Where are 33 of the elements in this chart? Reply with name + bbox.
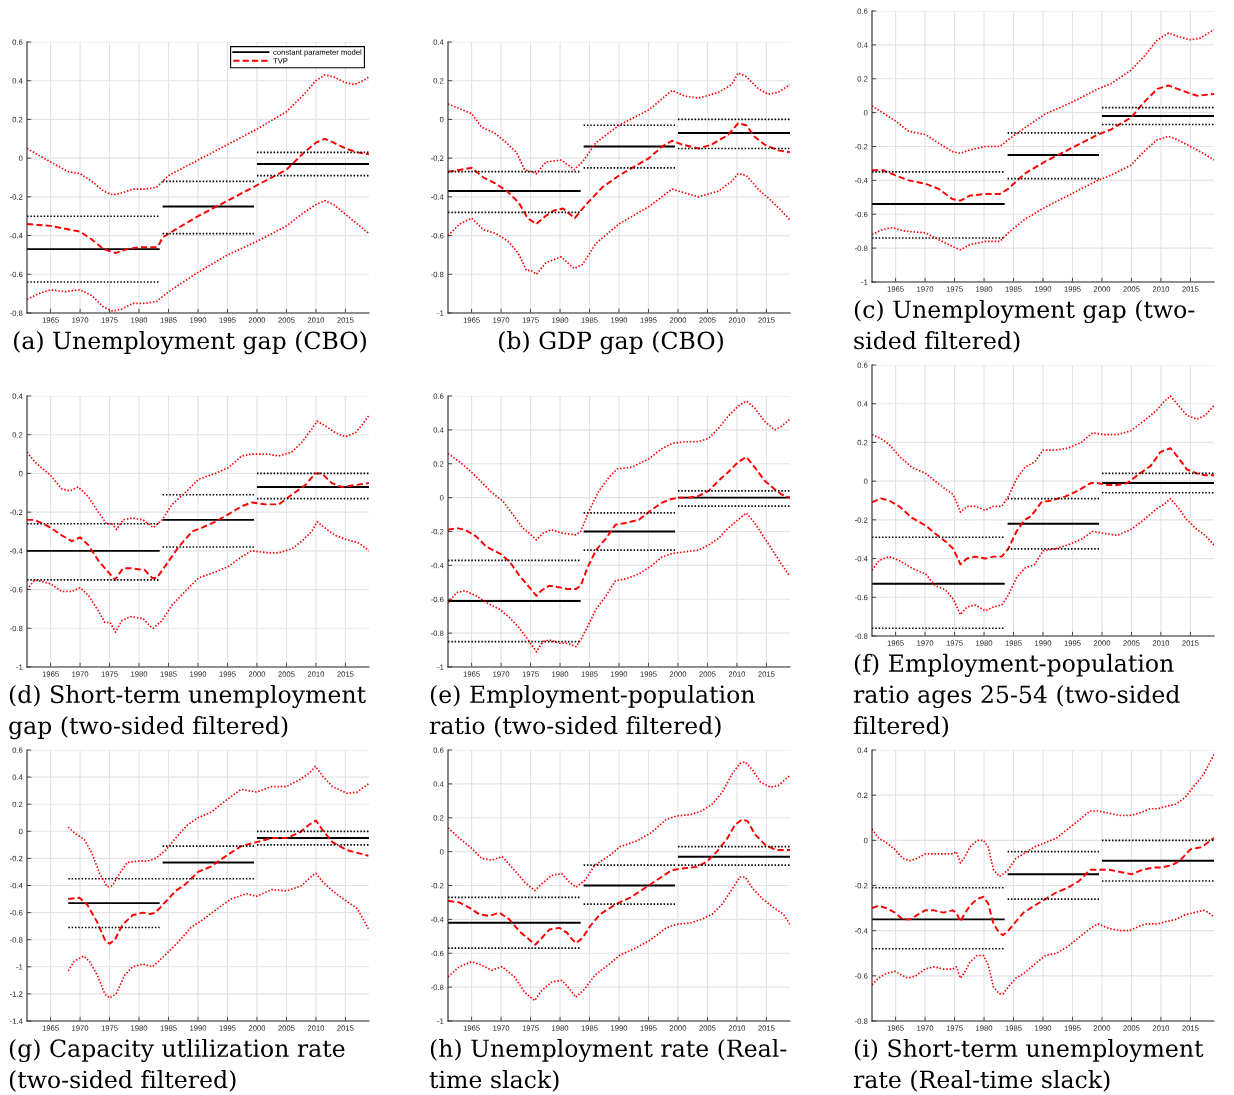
line-series: [872, 909, 1214, 995]
line-series: [448, 761, 790, 892]
text: (f) Employment-population ratio ages 25-54 (two-sided filtered): [853, 653, 1180, 738]
text: (d) Short-term unemployment gap (two-sided filtered): [9, 684, 366, 740]
line-series: [872, 135, 1214, 251]
line-series: [872, 84, 1214, 202]
line-series: [27, 472, 369, 581]
line-series: [448, 456, 790, 597]
line-series: [27, 520, 369, 633]
line-series: [872, 753, 1214, 878]
text: (h) Unemployment rate (Real-time slack): [429, 1038, 787, 1092]
text: (g) Capacity utlilization rate (two-sided filtered): [9, 1038, 345, 1092]
line-series: [67, 765, 369, 888]
text: (i) Short-term unemployment rate (Real-time slack): [853, 1038, 1204, 1092]
line-series: [872, 447, 1214, 566]
line-series: [448, 400, 790, 541]
line-series: [448, 72, 790, 175]
line-series: [27, 414, 369, 531]
line-series: [448, 122, 790, 225]
text: (a) Unemployment gap (CBO): [14, 331, 366, 355]
line-series: [448, 876, 790, 1002]
line-series: [872, 837, 1214, 937]
line-series: [448, 172, 790, 276]
line-series: [448, 818, 790, 946]
text: (c) Unemployment gap (two-sided filtered): [854, 299, 1195, 353]
line-series: [27, 137, 369, 254]
line-series: [67, 819, 369, 945]
line-series: [872, 28, 1214, 155]
line-series: [67, 872, 369, 999]
line-series: [27, 74, 369, 196]
text: (e) Employment-population ratio (two-sided filtered): [429, 684, 755, 738]
line-series: [872, 395, 1214, 513]
text: (b) GDP gap (CBO): [499, 331, 723, 355]
